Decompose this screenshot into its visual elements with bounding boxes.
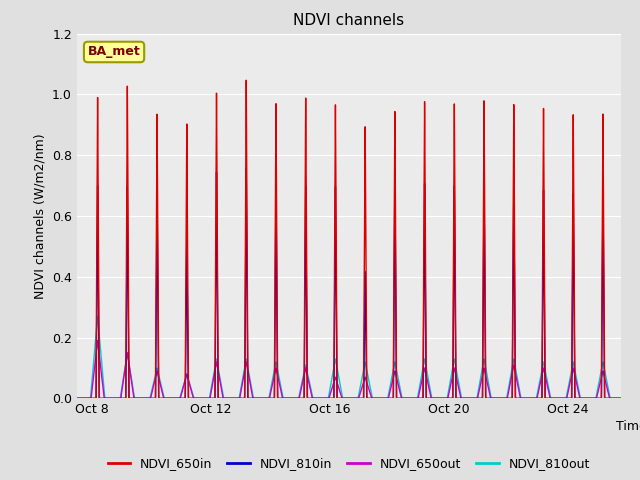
Line: NDVI_810out: NDVI_810out: [77, 316, 621, 398]
Legend: NDVI_650in, NDVI_810in, NDVI_650out, NDVI_810out: NDVI_650in, NDVI_810in, NDVI_650out, NDV…: [102, 452, 595, 475]
NDVI_810out: [94, 313, 102, 319]
NDVI_810in: [582, 396, 589, 401]
Y-axis label: NDVI channels (W/m2/nm): NDVI channels (W/m2/nm): [33, 133, 46, 299]
X-axis label: Time: Time: [616, 420, 640, 433]
NDVI_810out: [617, 396, 625, 401]
Line: NDVI_650out: NDVI_650out: [77, 341, 621, 398]
NDVI_810in: [422, 388, 430, 394]
NDVI_650out: [402, 396, 410, 401]
NDVI_650in: [243, 77, 250, 83]
NDVI_650out: [73, 396, 81, 401]
NDVI_810in: [463, 396, 470, 401]
NDVI_650out: [463, 396, 470, 401]
NDVI_810in: [243, 165, 250, 171]
NDVI_650in: [422, 359, 430, 365]
NDVI_810out: [422, 364, 430, 370]
NDVI_810in: [209, 396, 216, 401]
NDVI_650in: [463, 396, 470, 401]
NDVI_650in: [330, 335, 338, 340]
NDVI_650in: [73, 396, 81, 401]
NDVI_810in: [73, 396, 81, 401]
NDVI_810out: [330, 363, 338, 369]
NDVI_650in: [402, 396, 410, 401]
Line: NDVI_650in: NDVI_650in: [77, 80, 621, 398]
NDVI_650out: [209, 382, 216, 388]
NDVI_810in: [402, 396, 410, 401]
NDVI_810out: [73, 396, 81, 401]
Text: BA_met: BA_met: [88, 46, 140, 59]
NDVI_810out: [402, 396, 410, 401]
NDVI_810in: [617, 396, 625, 401]
NDVI_650in: [582, 396, 589, 401]
NDVI_810out: [582, 396, 589, 401]
NDVI_650out: [330, 378, 338, 384]
NDVI_650out: [617, 396, 625, 401]
Title: NDVI channels: NDVI channels: [293, 13, 404, 28]
NDVI_810out: [209, 379, 216, 384]
NDVI_650out: [94, 338, 102, 344]
NDVI_650in: [617, 396, 625, 401]
NDVI_650in: [209, 396, 216, 401]
NDVI_810out: [463, 396, 470, 401]
Line: NDVI_810in: NDVI_810in: [77, 168, 621, 398]
NDVI_650out: [422, 372, 430, 378]
NDVI_650out: [582, 396, 589, 401]
NDVI_810in: [330, 369, 338, 374]
